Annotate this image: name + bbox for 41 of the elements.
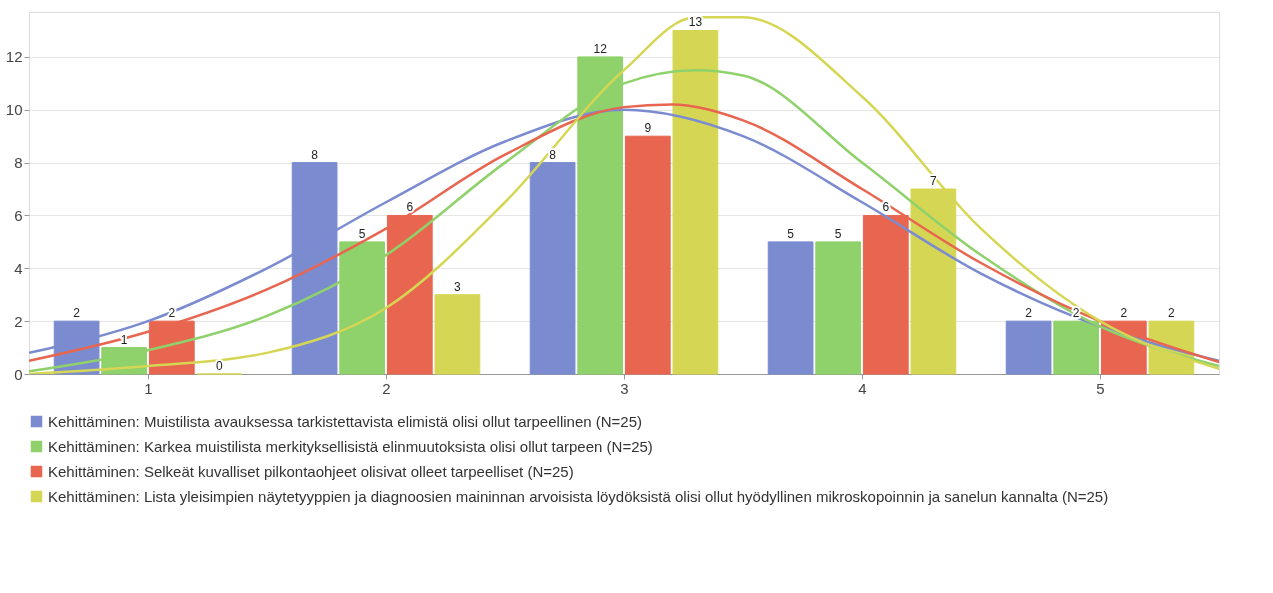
y-tick-label: 10 (5, 101, 23, 119)
data-label: 9 (644, 121, 652, 136)
x-tick-label: 5 (1096, 379, 1105, 397)
bar (529, 162, 576, 375)
bar (767, 241, 814, 375)
legend-label: Kehittäminen: Karkea muistilista merkityksellisistä elinmuutoksista olisi ollut tarpeen (N=25) (48, 437, 653, 455)
data-label: 5 (834, 226, 842, 241)
x-tick-label: 1 (144, 379, 153, 397)
legend-label: Kehittäminen: Muistilista avauksessa tarkistettavista elimistä olisi ollut tarpeellinen (N=25) (48, 412, 643, 430)
bar (1005, 320, 1052, 375)
y-tick-label: 6 (14, 206, 23, 224)
x-tick-label: 2 (382, 379, 391, 397)
y-tick-label: 0 (14, 365, 23, 383)
data-label: 8 (311, 147, 319, 162)
data-label: 13 (688, 15, 703, 30)
data-label: 8 (549, 147, 557, 162)
data-label: 7 (930, 174, 938, 189)
data-label: 2 (73, 306, 81, 321)
bar (672, 30, 719, 375)
y-tick-label: 4 (14, 259, 23, 277)
data-label: 0 (216, 359, 224, 373)
data-label: 3 (454, 279, 462, 294)
legend-label: Kehittäminen: Lista yleisimpien näytetyyppien ja diagnoosien maininnan arvoisista löydöksistä olisi ollut hyödyllinen mikroskopoinnin ja sanelun kannalta (N=25) (48, 487, 1109, 505)
data-label: 6 (406, 200, 414, 215)
data-label: 5 (787, 226, 795, 241)
x-tick-label: 3 (620, 379, 629, 397)
data-label: 2 (1168, 306, 1176, 321)
y-tick-label: 12 (5, 48, 23, 66)
x-tick-label: 4 (858, 379, 867, 397)
bar (434, 294, 481, 375)
data-label: 5 (358, 226, 366, 241)
y-tick-label: 2 (14, 312, 23, 330)
data-label: 6 (882, 200, 890, 215)
data-label: 2 (1072, 306, 1080, 321)
bar (815, 241, 862, 375)
legend-label: Kehittäminen: Selkeät kuvalliset pilkontaohjeet olisivat olleet tarpeelliset (N=25) (48, 462, 574, 480)
data-label: 2 (1120, 306, 1128, 321)
bar (624, 135, 671, 375)
data-label: 2 (1025, 306, 1033, 321)
y-tick-label: 8 (14, 154, 23, 172)
data-label: 12 (593, 41, 608, 56)
